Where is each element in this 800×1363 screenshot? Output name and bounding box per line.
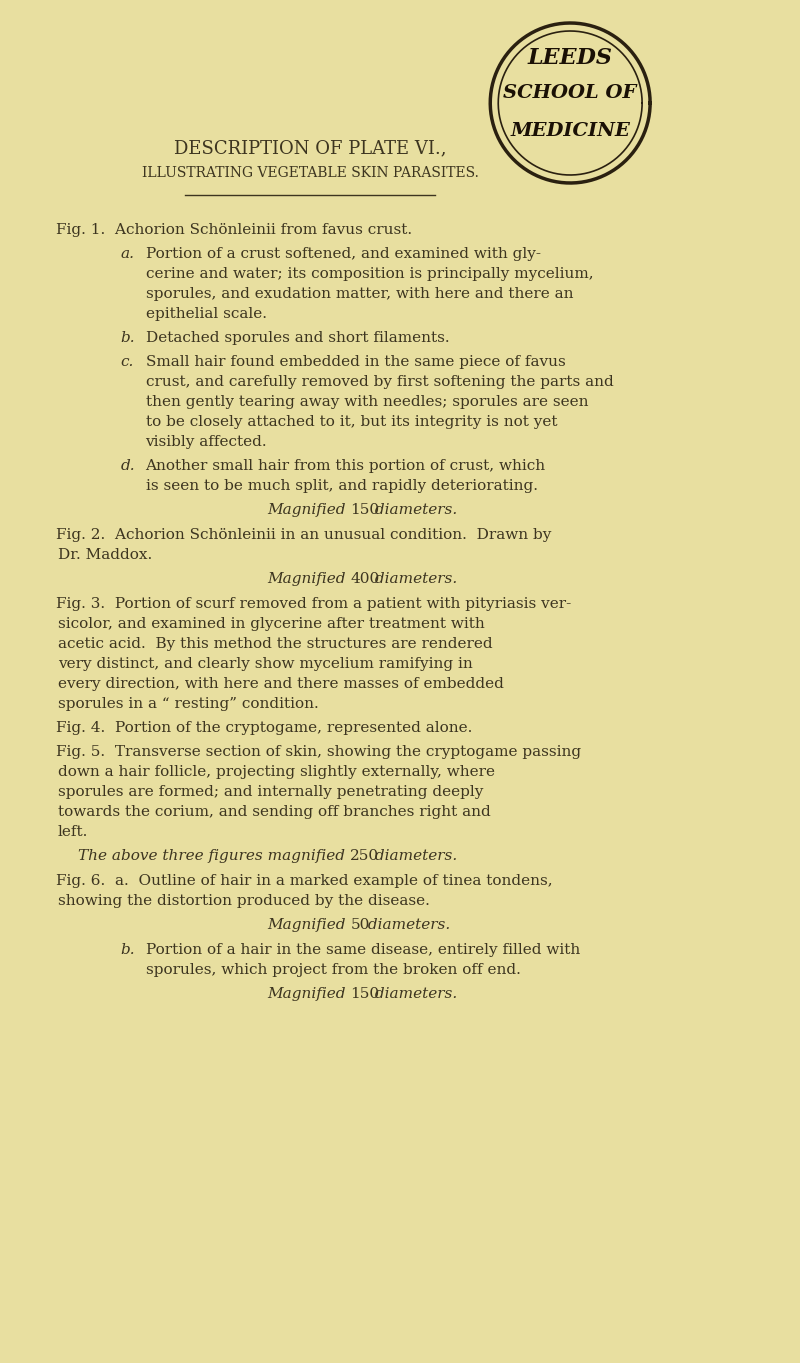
Text: 150: 150 bbox=[350, 987, 379, 1000]
Text: 400: 400 bbox=[350, 572, 380, 586]
Text: Fig. 2.  Achorion Schönleinii in an unusual condition.  Drawn by: Fig. 2. Achorion Schönleinii in an unusu… bbox=[55, 527, 551, 542]
Text: Fig. 6.  a.  Outline of hair in a marked example of tinea tondens,: Fig. 6. a. Outline of hair in a marked e… bbox=[55, 874, 552, 889]
Text: Portion of a crust softened, and examined with gly-: Portion of a crust softened, and examine… bbox=[146, 247, 541, 260]
Text: The above three figures magnified: The above three figures magnified bbox=[78, 849, 350, 863]
Text: 150: 150 bbox=[350, 503, 379, 517]
Text: showing the distortion produced by the disease.: showing the distortion produced by the d… bbox=[58, 894, 430, 908]
Text: sporules in a “ resting” condition.: sporules in a “ resting” condition. bbox=[58, 696, 318, 711]
Text: Detached sporules and short filaments.: Detached sporules and short filaments. bbox=[146, 331, 449, 345]
Text: b.: b. bbox=[121, 943, 135, 957]
Text: to be closely attached to it, but its integrity is not yet: to be closely attached to it, but its in… bbox=[146, 414, 557, 429]
Text: b.: b. bbox=[121, 331, 135, 345]
Text: c.: c. bbox=[121, 354, 134, 369]
Text: ILLUSTRATING VEGETABLE SKIN PARASITES.: ILLUSTRATING VEGETABLE SKIN PARASITES. bbox=[142, 166, 479, 180]
Text: down a hair follicle, projecting slightly externally, where: down a hair follicle, projecting slightl… bbox=[58, 765, 494, 780]
Text: Magnified: Magnified bbox=[267, 987, 350, 1000]
Text: every direction, with here and there masses of embedded: every direction, with here and there mas… bbox=[58, 677, 503, 691]
Text: Small hair found embedded in the same piece of favus: Small hair found embedded in the same pi… bbox=[146, 354, 566, 369]
Text: towards the corium, and sending off branches right and: towards the corium, and sending off bran… bbox=[58, 806, 490, 819]
Text: very distinct, and clearly show mycelium ramifying in: very distinct, and clearly show mycelium… bbox=[58, 657, 472, 671]
Text: Magnified: Magnified bbox=[267, 572, 350, 586]
Text: cerine and water; its composition is principally mycelium,: cerine and water; its composition is pri… bbox=[146, 267, 593, 281]
Text: is seen to be much split, and rapidly deteriorating.: is seen to be much split, and rapidly de… bbox=[146, 478, 538, 493]
Text: diameters.: diameters. bbox=[370, 849, 457, 863]
Text: diameters.: diameters. bbox=[370, 987, 457, 1000]
Text: then gently tearing away with needles; sporules are seen: then gently tearing away with needles; s… bbox=[146, 395, 588, 409]
Text: left.: left. bbox=[58, 825, 88, 840]
Text: LEEDS: LEEDS bbox=[528, 46, 613, 70]
Text: Magnified: Magnified bbox=[267, 919, 350, 932]
Text: sporules, and exudation matter, with here and there an: sporules, and exudation matter, with her… bbox=[146, 288, 573, 301]
Text: epithelial scale.: epithelial scale. bbox=[146, 307, 266, 322]
Text: Fig. 5.  Transverse section of skin, showing the cryptogame passing: Fig. 5. Transverse section of skin, show… bbox=[55, 746, 581, 759]
Text: crust, and carefully removed by first softening the parts and: crust, and carefully removed by first so… bbox=[146, 375, 614, 388]
Text: Fig. 4.  Portion of the cryptogame, represented alone.: Fig. 4. Portion of the cryptogame, repre… bbox=[55, 721, 472, 735]
Text: SCHOOL OF: SCHOOL OF bbox=[503, 85, 637, 102]
Text: MEDICINE: MEDICINE bbox=[510, 123, 630, 140]
Text: diameters.: diameters. bbox=[363, 919, 450, 932]
Text: sicolor, and examined in glycerine after treatment with: sicolor, and examined in glycerine after… bbox=[58, 617, 484, 631]
Text: 250: 250 bbox=[350, 849, 379, 863]
Text: visibly affected.: visibly affected. bbox=[146, 435, 267, 448]
Text: Magnified: Magnified bbox=[267, 503, 350, 517]
Text: Fig. 1.  Achorion Schönleinii from favus crust.: Fig. 1. Achorion Schönleinii from favus … bbox=[55, 224, 412, 237]
Text: Fig. 3.  Portion of scurf removed from a patient with pityriasis ver-: Fig. 3. Portion of scurf removed from a … bbox=[55, 597, 571, 611]
Text: d.: d. bbox=[121, 459, 135, 473]
Text: diameters.: diameters. bbox=[370, 503, 457, 517]
Text: a.: a. bbox=[121, 247, 134, 260]
Text: sporules are formed; and internally penetrating deeply: sporules are formed; and internally pene… bbox=[58, 785, 483, 799]
Text: 50: 50 bbox=[350, 919, 370, 932]
Text: DESCRIPTION OF PLATE VI.,: DESCRIPTION OF PLATE VI., bbox=[174, 139, 446, 157]
Text: Portion of a hair in the same disease, entirely filled with: Portion of a hair in the same disease, e… bbox=[146, 943, 580, 957]
Text: diameters.: diameters. bbox=[370, 572, 457, 586]
Text: sporules, which project from the broken off end.: sporules, which project from the broken … bbox=[146, 964, 520, 977]
Text: Dr. Maddox.: Dr. Maddox. bbox=[58, 548, 152, 562]
Text: acetic acid.  By this method the structures are rendered: acetic acid. By this method the structur… bbox=[58, 637, 492, 652]
Text: Another small hair from this portion of crust, which: Another small hair from this portion of … bbox=[146, 459, 546, 473]
